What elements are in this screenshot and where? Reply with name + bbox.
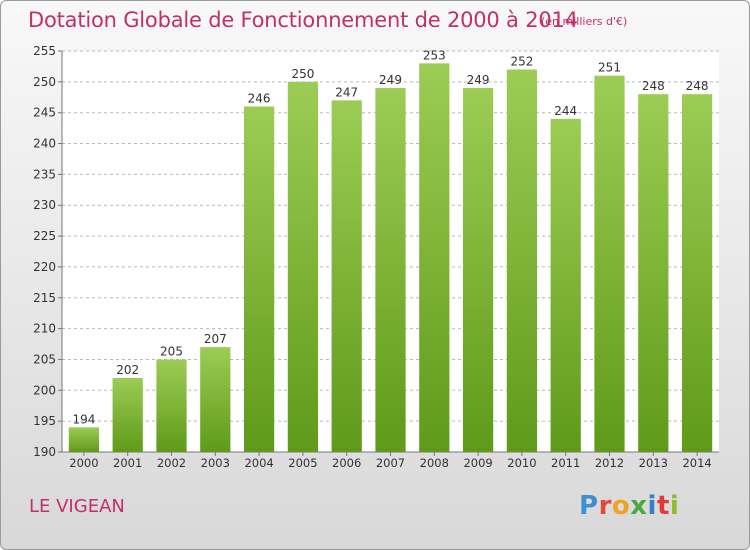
x-tick-label: 2001 [113, 456, 142, 470]
x-tick-label: 2011 [551, 456, 580, 470]
bar [462, 88, 494, 452]
x-tick-label: 2010 [507, 456, 536, 470]
data-label: 250 [291, 67, 314, 81]
x-tick-label: 2005 [288, 456, 317, 470]
data-label: 251 [598, 61, 621, 75]
x-tick-label: 2002 [157, 456, 186, 470]
x-tick-label: 2012 [595, 456, 624, 470]
proxiti-logo: Proxiti [579, 491, 679, 521]
data-label: 249 [467, 73, 490, 87]
data-label: 253 [423, 48, 446, 62]
x-tick-label: 2006 [332, 456, 361, 470]
logo-letter: P [579, 491, 599, 521]
bar [112, 377, 143, 452]
logo-letter: i [647, 491, 657, 521]
logo-letter: i [669, 491, 680, 521]
bar [156, 359, 187, 452]
bar [419, 63, 450, 452]
commune-name: LE VIGEAN [29, 496, 125, 517]
y-tick-label: 220 [33, 260, 56, 274]
bar [375, 88, 406, 452]
y-tick-label: 205 [33, 352, 56, 366]
bar [506, 69, 538, 452]
data-label: 244 [554, 104, 577, 118]
unit-label: (en milliers d'€) [541, 15, 628, 28]
logo-letter: r [598, 491, 612, 521]
data-label: 207 [204, 332, 227, 346]
data-label: 202 [116, 363, 139, 377]
data-label: 247 [335, 85, 358, 99]
bar [200, 347, 231, 452]
data-label: 249 [379, 73, 402, 87]
x-tick-label: 2009 [463, 456, 492, 470]
data-label: 248 [686, 79, 709, 93]
y-tick-label: 255 [33, 44, 56, 58]
bar [68, 427, 100, 452]
data-label: 248 [642, 79, 665, 93]
x-tick-label: 2007 [376, 456, 405, 470]
y-tick-label: 245 [33, 106, 56, 120]
y-tick-label: 250 [33, 75, 56, 89]
x-tick-label: 2014 [682, 456, 711, 470]
x-tick-label: 2003 [201, 456, 230, 470]
bar [243, 106, 275, 453]
logo-letter: t [656, 491, 670, 521]
y-tick-label: 200 [33, 383, 56, 397]
y-tick-label: 215 [33, 291, 56, 305]
bar [681, 94, 713, 452]
bar [638, 94, 669, 452]
bar [594, 75, 625, 452]
logo-letter: x [630, 491, 648, 521]
y-tick-label: 225 [33, 229, 56, 243]
bar [550, 118, 581, 452]
data-label: 246 [248, 92, 271, 106]
x-tick-label: 2013 [639, 456, 668, 470]
data-label: 252 [510, 55, 533, 69]
bar [331, 100, 362, 452]
y-tick-label: 240 [33, 137, 56, 151]
y-tick-label: 190 [33, 445, 56, 459]
x-tick-label: 2004 [244, 456, 273, 470]
logo-letter: o [611, 491, 631, 521]
data-label: 205 [160, 344, 183, 358]
x-tick-label: 2000 [69, 456, 98, 470]
y-tick-label: 210 [33, 322, 56, 336]
x-tick-label: 2008 [420, 456, 449, 470]
chart-title: Dotation Globale de Fonctionnement de 20… [28, 8, 578, 32]
y-tick-label: 230 [33, 198, 56, 212]
y-tick-label: 235 [33, 167, 56, 181]
bar [287, 81, 319, 452]
data-label: 194 [72, 412, 95, 426]
y-tick-label: 195 [33, 414, 56, 428]
